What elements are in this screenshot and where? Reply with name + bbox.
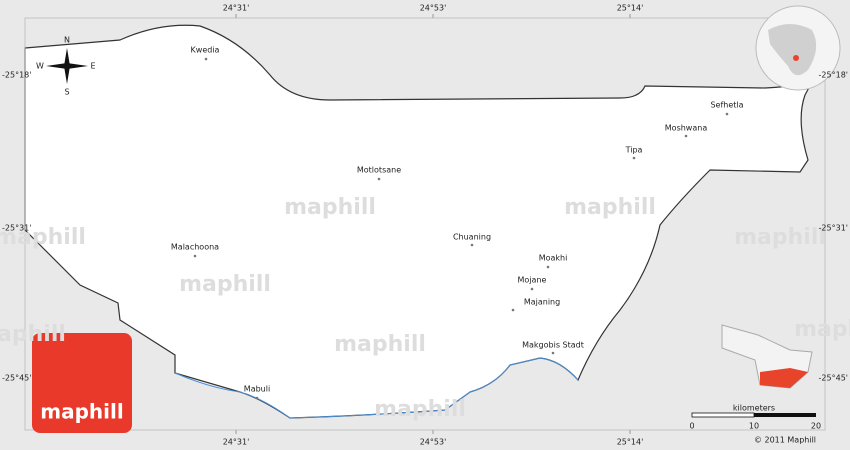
place-dot — [204, 57, 208, 61]
grid-label: 25°14' — [617, 4, 644, 13]
compass-rose — [46, 63, 88, 69]
watermark: maphill — [374, 397, 466, 422]
compass-label: N — [64, 36, 70, 45]
place-label: Mojane — [518, 276, 547, 285]
place-dot — [546, 265, 550, 269]
place-label: Tipa — [625, 146, 643, 155]
place-dot — [511, 308, 515, 312]
globe-marker — [793, 55, 799, 61]
watermark: maphill — [0, 322, 66, 347]
watermark: maphill — [734, 225, 826, 250]
grid-label: -25°45' — [2, 374, 31, 383]
scale-bar — [754, 413, 816, 417]
grid-label: 24°53' — [420, 4, 447, 13]
place-dot — [551, 351, 555, 355]
scale-tick: 0 — [689, 422, 694, 431]
watermark: maphill — [179, 272, 271, 297]
place-label: Sefhetla — [710, 101, 743, 110]
scale-tick: 10 — [749, 422, 759, 431]
river — [174, 357, 579, 419]
frame — [24, 17, 826, 431]
watermark: maphill — [284, 195, 376, 220]
place-dot — [470, 243, 474, 247]
place-label: Majaning — [524, 298, 560, 307]
place-dot — [193, 254, 197, 258]
grid-label: -25°31' — [819, 224, 848, 233]
grid-label: 24°53' — [420, 438, 447, 447]
place-label: Makgobis Stadt — [522, 341, 584, 350]
place-label: Mabuli — [244, 385, 270, 394]
place-label: Malachoona — [171, 243, 219, 252]
scale-tick: 20 — [811, 422, 821, 431]
grid-label: 24°31' — [223, 4, 250, 13]
grid-label: -25°18' — [2, 71, 31, 80]
globe-land — [768, 24, 817, 76]
logo-box — [32, 333, 132, 433]
grid-label: -25°18' — [819, 71, 848, 80]
compass-label: W — [36, 62, 44, 71]
place-dot — [632, 156, 636, 160]
copyright: © 2011 Maphill — [754, 436, 816, 445]
place-dot — [255, 396, 259, 400]
place-dot — [725, 112, 729, 116]
place-dot — [530, 287, 534, 291]
scale-title: kilometers — [733, 404, 775, 413]
place-dot — [684, 134, 688, 138]
place-label: Chuaning — [453, 233, 491, 242]
place-label: Moshwana — [665, 124, 708, 133]
place-dot — [377, 177, 381, 181]
watermark: maphill — [334, 332, 426, 357]
watermark: maphill — [564, 195, 656, 220]
compass-label: S — [64, 88, 69, 97]
grid-label: -25°31' — [2, 224, 31, 233]
compass — [46, 48, 88, 84]
compass-label: E — [90, 62, 95, 71]
watermark: maphill — [0, 225, 86, 250]
place-label: Kwedia — [191, 46, 220, 55]
grid-label: 25°14' — [617, 438, 644, 447]
place-label: Motlotsane — [357, 166, 401, 175]
grid-label: 24°31' — [223, 438, 250, 447]
inset-region — [760, 368, 808, 388]
watermark: maphill — [794, 317, 850, 342]
logo: maphill — [40, 400, 123, 424]
place-label: Moakhi — [539, 254, 568, 263]
scale-bar — [691, 412, 755, 418]
grid-label: -25°45' — [819, 374, 848, 383]
